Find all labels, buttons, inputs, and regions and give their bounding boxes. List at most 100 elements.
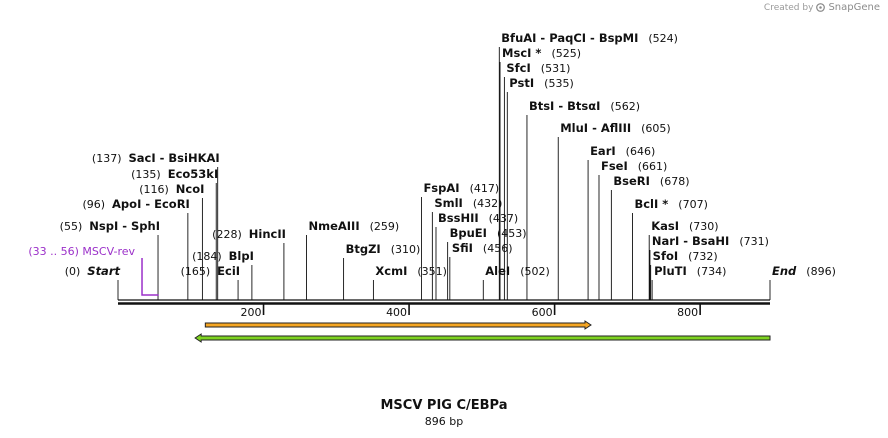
site-label[interactable]: BtsI - BtsαI (562) [529, 99, 640, 113]
site-label[interactable]: EarI (646) [590, 144, 655, 158]
site-name[interactable]: BpuEI [450, 226, 487, 240]
site-label[interactable]: FspAI (417) [423, 181, 499, 195]
site-label[interactable]: BseRI (678) [613, 174, 689, 188]
site-name[interactable]: BlpI [229, 249, 254, 263]
site-position: (437) [489, 212, 519, 225]
site-label[interactable]: HincII (228) [212, 227, 286, 241]
snapgene-logo-icon [816, 3, 826, 12]
site-position: (456) [483, 242, 513, 255]
brand-name: SnapGene [828, 2, 880, 13]
site-label[interactable]: PstI (535) [509, 76, 573, 90]
site-label[interactable]: BtgZI (310) [346, 242, 421, 256]
site-name[interactable]: SfiI [452, 241, 473, 255]
site-name[interactable]: BfuAI - PaqCI - BspMI [501, 31, 638, 45]
site-label[interactable]: NspI - SphI (55) [60, 219, 160, 233]
primer-mscv-rev[interactable]: (33 .. 56) MSCV-rev [28, 245, 159, 296]
site-position: (661) [638, 160, 668, 173]
site-name[interactable]: FseI [601, 159, 628, 173]
site-label[interactable]: BssHII (437) [438, 211, 518, 225]
site-name[interactable]: BtgZI [346, 242, 381, 256]
site-label[interactable]: KasI (730) [651, 219, 718, 233]
site-position: (259) [370, 220, 400, 233]
site-label[interactable]: SmlI (432) [434, 196, 502, 210]
site-name[interactable]: XcmI [375, 264, 407, 278]
site-position: (524) [648, 32, 678, 45]
cut-site-lines [117, 47, 771, 300]
site-labels[interactable]: Start (0) End (896) NspI - SphI (55) ApoI - Ec… [60, 31, 836, 278]
site-label[interactable]: SfiI (456) [452, 241, 513, 255]
site-position: (55) [60, 220, 83, 233]
site-label[interactable]: SacI - BsiHKAI (137) [92, 151, 220, 165]
primer-label[interactable]: (33 .. 56) MSCV-rev [28, 245, 135, 258]
site-name[interactable]: SmlI [434, 196, 463, 210]
site-name[interactable]: PstI [509, 76, 534, 90]
orange-feature[interactable] [204, 320, 592, 330]
site-name[interactable]: MluI - AflIII [560, 121, 631, 135]
site-label[interactable]: EciI (165) [181, 264, 241, 278]
site-name[interactable]: SfcI [506, 61, 530, 75]
site-position: (432) [473, 197, 503, 210]
site-name[interactable]: SacI - BsiHKAI [129, 151, 220, 165]
site-position: (896) [806, 265, 836, 278]
site-name[interactable]: EciI [217, 264, 240, 278]
site-name[interactable]: NarI - BsaHI [652, 234, 729, 248]
site-name[interactable]: FspAI [423, 181, 459, 195]
site-position: (732) [688, 250, 718, 263]
site-label[interactable]: Eco53kI (135) [131, 167, 218, 181]
site-name[interactable]: BtsI - BtsαI [529, 99, 600, 113]
site-label[interactable]: BfuAI - PaqCI - BspMI (524) [501, 31, 678, 45]
site-name[interactable]: NspI - SphI [89, 219, 160, 233]
site-label[interactable]: XcmI (351) [375, 264, 447, 278]
brand-prefix: Created by [763, 2, 814, 13]
site-label[interactable]: MscI * (525) [502, 46, 581, 60]
site-name[interactable]: Eco53kI [168, 167, 219, 181]
site-label[interactable]: NcoI (116) [139, 182, 204, 196]
site-name[interactable]: KasI [651, 219, 679, 233]
scale-tick-label: 600 [532, 306, 553, 319]
site-label[interactable]: BclI * (707) [634, 197, 707, 211]
site-name[interactable]: NmeAIII [308, 219, 359, 233]
site-label[interactable]: BlpI (184) [192, 249, 254, 263]
site-label[interactable]: SfcI (531) [506, 61, 570, 75]
site-label[interactable]: PluTI (734) [654, 264, 726, 278]
site-label[interactable]: ApoI - EcoRI (96) [82, 197, 189, 211]
site-position: (678) [660, 175, 690, 188]
site-name[interactable]: BssHII [438, 211, 479, 225]
site-name[interactable]: NcoI [176, 182, 205, 196]
site-position: (734) [697, 265, 727, 278]
site-name[interactable]: HincII [249, 227, 286, 241]
site-label[interactable]: SfoI (732) [653, 249, 718, 263]
site-label[interactable]: FseI (661) [601, 159, 667, 173]
orange-feature-arrow[interactable] [204, 320, 592, 330]
site-name[interactable]: BseRI [613, 174, 650, 188]
green-feature[interactable] [194, 333, 771, 343]
site-position: (535) [544, 77, 574, 90]
scale-tick-label: 400 [386, 306, 407, 319]
site-name[interactable]: End [772, 264, 797, 278]
site-position: (96) [82, 198, 105, 211]
site-name[interactable]: ApoI - EcoRI [112, 197, 190, 211]
primer-marker[interactable] [141, 258, 159, 296]
site-label[interactable]: Start (0) [65, 264, 121, 278]
site-label[interactable]: MluI - AflIII (605) [560, 121, 671, 135]
green-feature-arrow[interactable] [194, 333, 771, 343]
site-position: (707) [678, 198, 708, 211]
site-name[interactable]: BclI * [634, 197, 668, 211]
site-name[interactable]: Start [87, 264, 120, 278]
site-label[interactable]: BpuEI (453) [450, 226, 527, 240]
site-position: (228) [212, 228, 242, 241]
site-label[interactable]: End (896) [772, 264, 836, 278]
site-name[interactable]: AleI [485, 264, 510, 278]
site-position: (184) [192, 250, 222, 263]
site-label[interactable]: NarI - BsaHI (731) [652, 234, 769, 248]
site-label[interactable]: AleI (502) [485, 264, 550, 278]
site-position: (731) [739, 235, 769, 248]
site-label[interactable]: NmeAIII (259) [308, 219, 399, 233]
features[interactable] [194, 320, 771, 343]
site-position: (417) [470, 182, 500, 195]
site-name[interactable]: PluTI [654, 264, 687, 278]
site-name[interactable]: SfoI [653, 249, 678, 263]
site-name[interactable]: MscI * [502, 46, 541, 60]
site-name[interactable]: EarI [590, 144, 616, 158]
